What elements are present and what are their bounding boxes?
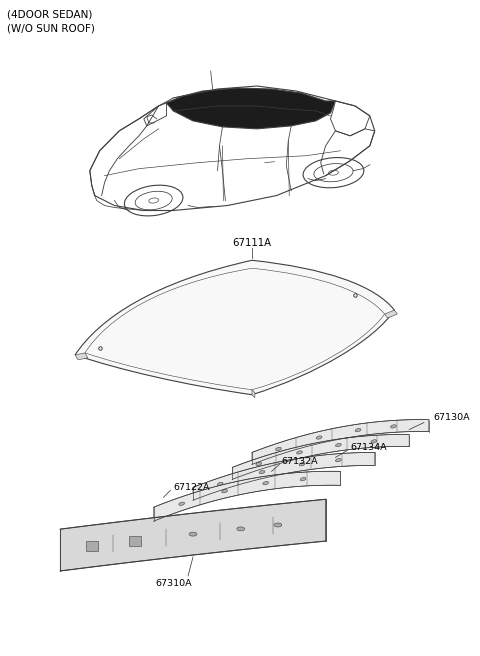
Ellipse shape bbox=[391, 425, 396, 428]
Polygon shape bbox=[252, 390, 255, 398]
Ellipse shape bbox=[316, 436, 322, 439]
Ellipse shape bbox=[237, 527, 245, 531]
FancyBboxPatch shape bbox=[86, 541, 98, 551]
Ellipse shape bbox=[274, 523, 282, 527]
Ellipse shape bbox=[217, 482, 223, 485]
Text: 67132A: 67132A bbox=[281, 457, 318, 466]
Polygon shape bbox=[144, 96, 183, 126]
Ellipse shape bbox=[179, 502, 184, 505]
Ellipse shape bbox=[256, 462, 262, 466]
Polygon shape bbox=[232, 434, 409, 480]
FancyBboxPatch shape bbox=[129, 536, 141, 546]
Polygon shape bbox=[167, 88, 336, 129]
Polygon shape bbox=[384, 310, 397, 318]
Ellipse shape bbox=[276, 447, 281, 451]
Text: 67122A: 67122A bbox=[173, 483, 210, 492]
Ellipse shape bbox=[263, 482, 268, 485]
Ellipse shape bbox=[336, 459, 341, 462]
Text: (4DOOR SEDAN): (4DOOR SEDAN) bbox=[7, 9, 93, 20]
Ellipse shape bbox=[297, 451, 302, 454]
Text: 67111A: 67111A bbox=[232, 238, 271, 249]
PathPatch shape bbox=[75, 260, 395, 395]
Polygon shape bbox=[331, 101, 370, 136]
Ellipse shape bbox=[371, 440, 377, 443]
Polygon shape bbox=[75, 353, 88, 360]
Ellipse shape bbox=[222, 489, 228, 493]
Ellipse shape bbox=[355, 428, 361, 432]
Polygon shape bbox=[60, 499, 325, 571]
Polygon shape bbox=[193, 453, 375, 501]
Polygon shape bbox=[252, 420, 429, 464]
Ellipse shape bbox=[259, 470, 265, 474]
Ellipse shape bbox=[300, 478, 306, 481]
Text: (W/O SUN ROOF): (W/O SUN ROOF) bbox=[7, 24, 95, 33]
Ellipse shape bbox=[336, 443, 341, 447]
Ellipse shape bbox=[189, 532, 197, 536]
Text: 67130A: 67130A bbox=[434, 413, 470, 422]
Text: 67310A: 67310A bbox=[155, 579, 192, 588]
Text: 67134A: 67134A bbox=[350, 443, 387, 452]
Polygon shape bbox=[154, 471, 340, 521]
Ellipse shape bbox=[299, 462, 305, 466]
